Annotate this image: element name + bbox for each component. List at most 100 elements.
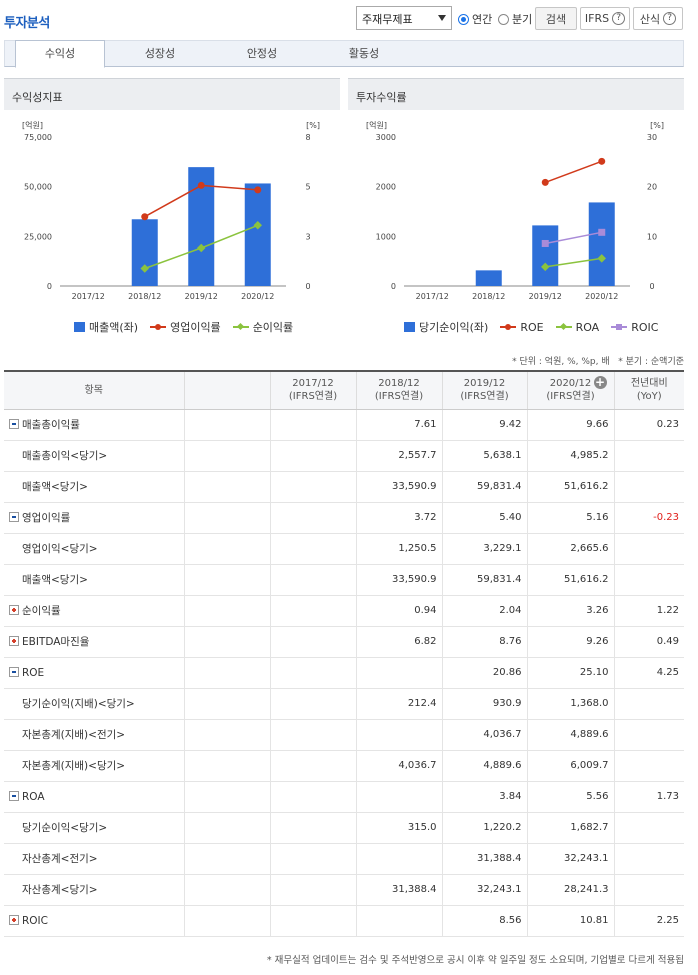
value-cell: 8.56 bbox=[441, 905, 527, 937]
value-cell: 2,557.7 bbox=[355, 440, 442, 472]
table-row: 매출액<당기> 33,590.9 59,831.4 51,616.2 bbox=[4, 471, 684, 503]
unit-note-text: * 단위 : 억원, %, %p, 배 bbox=[512, 357, 610, 367]
blank-cell bbox=[183, 719, 270, 751]
blank-cell bbox=[183, 564, 270, 596]
quarter-note-text: * 분기 : 순액기준 bbox=[618, 357, 684, 367]
expand-icon[interactable] bbox=[9, 605, 19, 615]
value-cell bbox=[355, 905, 442, 937]
value-cell bbox=[269, 564, 356, 596]
radio-annual[interactable]: 연간 bbox=[458, 11, 492, 27]
profitability-chart: [억원] [%] 75,000 50,000 25,000 0 8 5 3 0 2017/12 201… bbox=[22, 120, 320, 301]
value-cell bbox=[269, 626, 356, 658]
legend-swatch bbox=[611, 324, 628, 330]
value-cell bbox=[269, 502, 356, 534]
blank-cell bbox=[183, 471, 270, 503]
collapse-icon[interactable] bbox=[9, 790, 19, 801]
legend-label: 순이익률 bbox=[252, 321, 294, 334]
row-label[interactable]: 순이익률 bbox=[4, 595, 184, 627]
legend-item[interactable]: 매출액(좌) bbox=[74, 319, 138, 335]
tab-growth[interactable]: 성장성 bbox=[144, 47, 176, 60]
value-cell: 2.04 bbox=[441, 595, 527, 627]
value-cell: 6.82 bbox=[355, 626, 442, 658]
tab-stability[interactable]: 안정성 bbox=[246, 47, 278, 60]
value-cell: 6,009.7 bbox=[526, 750, 614, 782]
collapse-icon[interactable] bbox=[9, 419, 19, 429]
row-label[interactable]: 매출총이익률 bbox=[4, 409, 184, 441]
chevron-down-icon bbox=[438, 15, 446, 21]
value-cell: 3.84 bbox=[441, 781, 527, 813]
header-2018: 2018/12 (IFRS연결) bbox=[355, 371, 442, 410]
legend-item[interactable]: 영업이익률 bbox=[150, 319, 221, 335]
expand-icon[interactable] bbox=[9, 914, 19, 925]
collapse-icon[interactable] bbox=[9, 666, 19, 677]
value-cell: 4,985.2 bbox=[526, 440, 614, 472]
value-cell: 9.26 bbox=[526, 626, 614, 658]
legend-item[interactable]: ROA bbox=[555, 321, 599, 334]
expand-icon[interactable] bbox=[9, 636, 19, 646]
ifrs-help-button[interactable]: IFRS ? bbox=[580, 7, 630, 30]
radio-quarter[interactable]: 분기 bbox=[498, 11, 532, 27]
tab-activity[interactable]: 활동성 bbox=[348, 47, 380, 60]
row-label-text: ROA bbox=[22, 790, 45, 803]
row-label[interactable]: ROE bbox=[4, 657, 184, 689]
value-cell bbox=[269, 719, 356, 751]
legend-item[interactable]: 순이익률 bbox=[232, 319, 294, 335]
value-cell: 31,388.4 bbox=[441, 843, 527, 875]
value-cell: 0.94 bbox=[355, 595, 442, 627]
yoy-cell bbox=[613, 688, 684, 720]
row-label-text: 매출액<당기> bbox=[22, 574, 88, 586]
yoy-cell bbox=[613, 533, 684, 565]
unit-note: * 단위 : 억원, %, %p, 배 * 분기 : 순액기준 bbox=[512, 354, 684, 367]
x-tick-label: 2018/12 bbox=[472, 292, 505, 301]
formula-label: 산식 bbox=[639, 12, 661, 26]
data-point bbox=[598, 228, 606, 236]
tab-profitability[interactable]: 수익성 bbox=[15, 40, 105, 68]
yoy-cell: -0.23 bbox=[613, 502, 684, 534]
yoy-cell: 2.25 bbox=[613, 905, 684, 937]
table-row: 영업이익률 3.72 5.40 5.16 -0.23 bbox=[4, 502, 684, 534]
right-tick-label: 3 bbox=[305, 232, 310, 241]
collapse-icon[interactable] bbox=[9, 512, 19, 522]
blank-cell bbox=[183, 812, 270, 844]
table-row: 자산총계<전기> 31,388.4 32,243.1 bbox=[4, 843, 684, 875]
x-tick-label: 2020/12 bbox=[585, 292, 618, 301]
panel-title: 투자수익률 bbox=[348, 78, 684, 110]
value-cell: 51,616.2 bbox=[526, 471, 614, 503]
row-label[interactable]: ROIC bbox=[4, 905, 184, 937]
profitability-chart-panel: 수익성지표 [억원] [%] 75,000 50,000 25,000 0 8 5 3 0 2017… bbox=[4, 78, 340, 335]
row-label[interactable]: EBITDA마진율 bbox=[4, 626, 184, 658]
x-tick-label: 2017/12 bbox=[416, 292, 449, 301]
value-cell: 1,250.5 bbox=[355, 533, 442, 565]
add-column-icon[interactable]: + bbox=[593, 375, 607, 389]
radio-quarter-label: 분기 bbox=[512, 13, 533, 26]
legend-item[interactable]: 당기순이익(좌) bbox=[404, 319, 488, 335]
value-cell: 5.56 bbox=[526, 781, 614, 813]
row-label-text: 매출액<당기> bbox=[22, 481, 88, 493]
yoy-cell: 0.49 bbox=[613, 626, 684, 658]
row-label-text: 자산총계<당기> bbox=[22, 884, 98, 896]
search-button[interactable]: 검색 bbox=[535, 7, 577, 30]
yoy-cell bbox=[613, 874, 684, 906]
legend-swatch bbox=[150, 324, 167, 330]
row-label: 당기순이익(지배)<당기> bbox=[4, 688, 184, 720]
data-point bbox=[254, 186, 262, 194]
value-cell: 930.9 bbox=[441, 688, 527, 720]
row-label[interactable]: ROA bbox=[4, 781, 184, 813]
row-label-text: 순이익률 bbox=[22, 605, 61, 617]
right-tick-label: 30 bbox=[647, 133, 657, 142]
radio-unselected-icon bbox=[498, 13, 509, 25]
statement-type-select[interactable]: 주재무제표 bbox=[356, 6, 452, 30]
row-label[interactable]: 영업이익률 bbox=[4, 502, 184, 534]
legend-item[interactable]: ROE bbox=[500, 321, 544, 334]
row-label: 매출액<당기> bbox=[4, 564, 184, 596]
formula-help-button[interactable]: 산식 ? bbox=[633, 7, 683, 30]
value-cell bbox=[355, 719, 442, 751]
table-row: 매출총이익률 7.61 9.42 9.66 0.23 bbox=[4, 409, 684, 441]
legend-label: 영업이익률 bbox=[170, 321, 221, 334]
radio-annual-label: 연간 bbox=[472, 13, 493, 26]
table-row: 매출총이익<당기> 2,557.7 5,638.1 4,985.2 bbox=[4, 440, 684, 472]
legend-item[interactable]: ROIC bbox=[611, 321, 658, 334]
blank-cell bbox=[183, 905, 270, 937]
left-unit-label: [억원] bbox=[22, 120, 43, 130]
left-tick-label: 25,000 bbox=[24, 232, 52, 241]
